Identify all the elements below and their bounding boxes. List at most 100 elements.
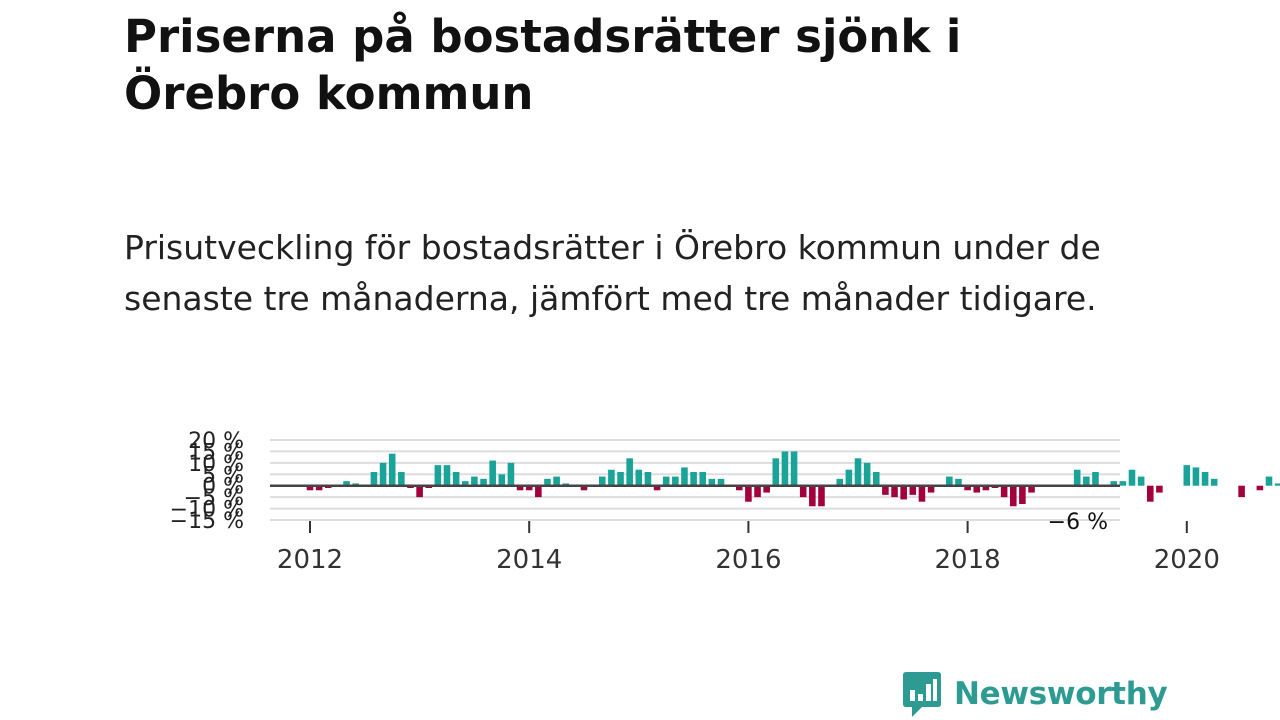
y-tick-label: 0 %: [202, 475, 244, 500]
bar: [699, 472, 707, 486]
bar: [580, 485, 588, 491]
bar: [754, 485, 761, 498]
bar: [443, 465, 451, 486]
x-tick-label: 2016: [715, 545, 781, 575]
bar: [845, 469, 853, 486]
x-tick-label: 2014: [496, 545, 562, 575]
bar: [370, 472, 378, 486]
bar: [745, 485, 752, 502]
bar: [863, 462, 871, 486]
bar: [662, 476, 670, 486]
bar: [818, 485, 825, 507]
bar: [799, 485, 807, 498]
x-axis: 20122014201620182020202220242026: [277, 521, 1220, 575]
bar: [1256, 485, 1264, 491]
bar: [1110, 481, 1118, 486]
bar: [1238, 485, 1245, 498]
x-tick-label: 2018: [935, 545, 1001, 575]
bar: [626, 458, 633, 486]
bar: [525, 485, 533, 491]
bar: [672, 476, 679, 486]
bar: [461, 481, 469, 486]
newsworthy-logo-icon: [903, 672, 941, 717]
bar: [882, 485, 889, 495]
bar: [644, 472, 652, 486]
bar: [516, 485, 524, 491]
chart-subtitle: Prisutveckling för bostadsrätter i Örebr…: [124, 228, 1101, 318]
x-tick-label: 2012: [277, 545, 343, 575]
bar: [635, 469, 643, 486]
y-tick-label: 20 %: [188, 429, 244, 454]
bar: [1128, 469, 1136, 486]
bars: [270, 451, 1280, 507]
bar: [1274, 483, 1280, 486]
y-tick-label: 5 %: [202, 463, 244, 488]
bar: [1146, 485, 1154, 502]
bar: [891, 485, 898, 498]
bar: [653, 485, 661, 491]
y-tick-label: −15 %: [170, 509, 244, 534]
bar: [790, 451, 798, 486]
bar: [398, 472, 405, 486]
bar: [434, 465, 442, 486]
bar: [498, 474, 506, 486]
y-axis-labels: 20 %15 %10 %5 %0 %−5 %−10 %−15 %: [170, 429, 244, 534]
bar: [717, 478, 725, 486]
bar: [379, 462, 387, 486]
bar: [388, 453, 396, 486]
bar: [973, 485, 981, 493]
bar: [927, 485, 935, 493]
bar: [608, 469, 615, 486]
y-tick-label: −10 %: [170, 498, 244, 523]
bar: [708, 478, 716, 486]
bar: [1265, 476, 1273, 486]
newsworthy-logo: Newsworthy: [902, 670, 1168, 718]
bar: [1000, 485, 1008, 498]
bar: [507, 462, 515, 486]
bar: [1201, 472, 1209, 486]
bar: [681, 467, 688, 486]
bar: [1119, 481, 1127, 486]
bar: [480, 478, 487, 486]
last-value-label: −6 %: [1048, 510, 1108, 535]
bar: [872, 472, 880, 486]
bar: [452, 472, 460, 486]
grid-lines: [270, 439, 1120, 521]
bar: [598, 476, 606, 486]
bar: [1028, 485, 1035, 493]
bar: [946, 476, 953, 486]
bar: [553, 476, 560, 486]
bar: [471, 476, 478, 486]
bar: [900, 485, 907, 500]
bar: [306, 485, 314, 491]
bar: [918, 485, 926, 502]
bar: [1137, 476, 1145, 486]
bar: [964, 485, 971, 491]
y-tick-label: 10 %: [188, 452, 244, 477]
bar: [416, 485, 423, 498]
bar: [836, 478, 844, 486]
chart-title: Priserna på bostadsrätter sjönk i Örebro…: [124, 10, 962, 120]
bar: [690, 472, 697, 486]
bar: [1073, 469, 1081, 486]
bar: [343, 481, 350, 486]
bar: [772, 458, 780, 486]
y-tick-label: −5 %: [184, 486, 244, 511]
x-tick-label: 2020: [1154, 545, 1220, 575]
bar: [909, 485, 917, 495]
y-tick-label: 15 %: [188, 440, 244, 465]
bar: [1083, 476, 1090, 486]
bar: [854, 458, 862, 486]
price-change-bar-chart: 20 %15 %10 %5 %0 %−5 %−10 %−15 % 2012 201…: [170, 429, 1280, 575]
bar: [781, 451, 789, 486]
bar: [1019, 485, 1026, 504]
bar: [1009, 485, 1017, 507]
bar: [535, 485, 542, 498]
bar: [809, 485, 816, 507]
bar: [1192, 467, 1200, 486]
bar: [1092, 472, 1099, 486]
bar: [1210, 478, 1218, 486]
bar: [315, 485, 323, 491]
bar: [544, 478, 551, 486]
bar: [489, 460, 496, 486]
